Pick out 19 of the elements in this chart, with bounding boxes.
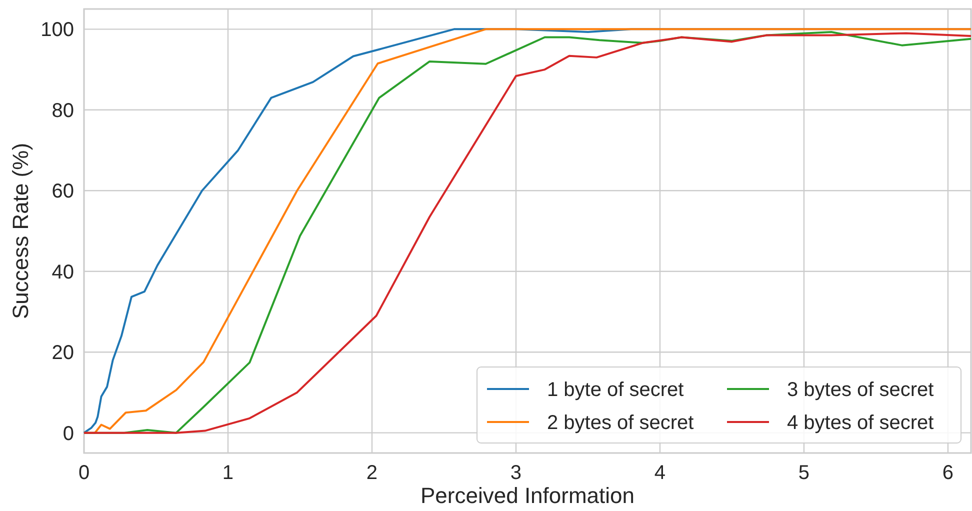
legend-label: 4 bytes of secret: [787, 412, 934, 434]
x-tick-label: 1: [222, 462, 234, 484]
legend-label: 3 bytes of secret: [787, 379, 934, 401]
y-tick-label: 100: [40, 19, 74, 42]
x-tick-label: 4: [654, 462, 666, 484]
x-tick-label: 0: [78, 462, 90, 484]
y-tick-label: 80: [52, 100, 74, 122]
y-tick-label: 0: [62, 422, 74, 445]
y-tick-label: 60: [52, 180, 74, 203]
legend-label: 1 byte of secret: [547, 379, 684, 401]
x-tick-label: 2: [366, 462, 378, 484]
y-axis-title: Success Rate (%): [8, 142, 33, 320]
x-tick-label: 6: [942, 462, 954, 484]
x-tick-label: 5: [798, 462, 810, 484]
x-tick-label: 3: [510, 462, 522, 484]
y-tick-label: 20: [52, 342, 74, 364]
x-axis-title: Perceived Information: [420, 483, 634, 508]
legend-label: 2 bytes of secret: [547, 412, 694, 434]
y-tick-label: 40: [52, 261, 74, 284]
